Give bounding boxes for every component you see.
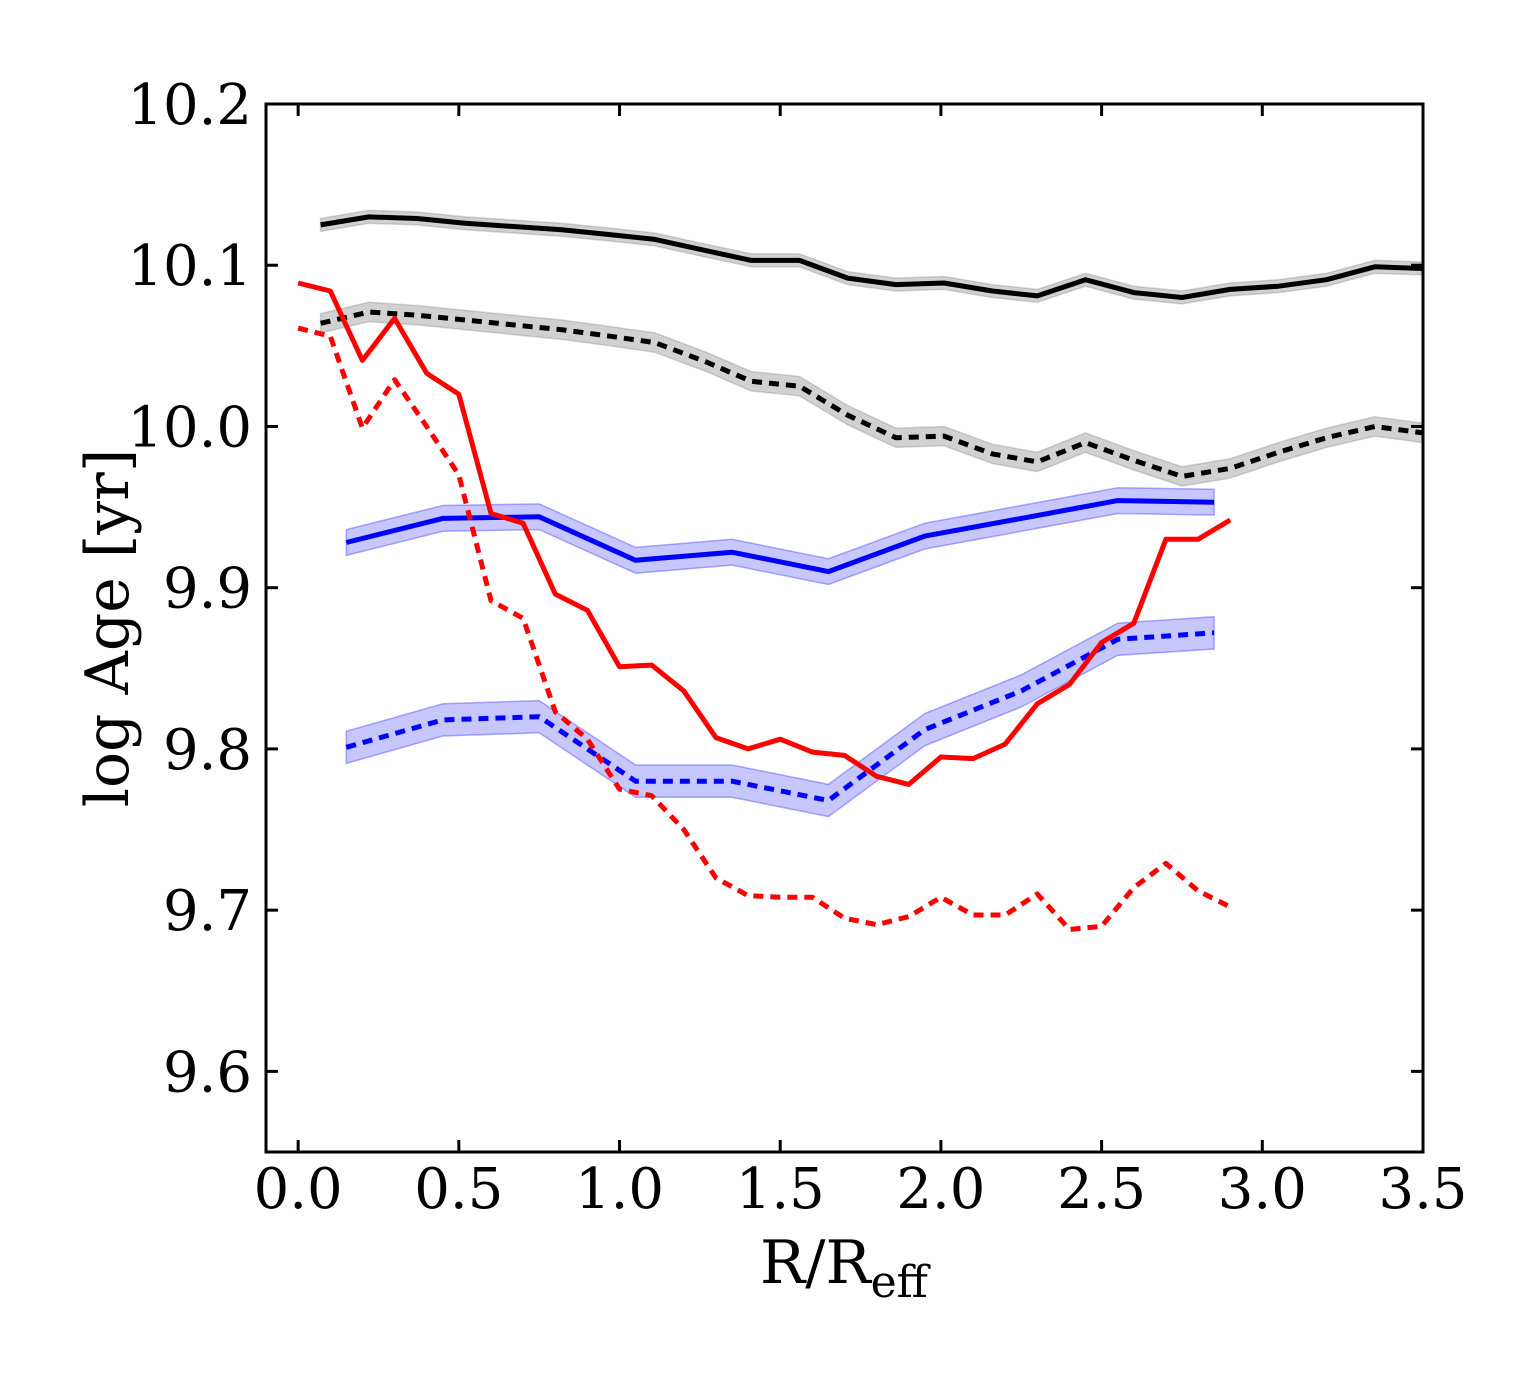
- x-axis-label-subscript: eff: [871, 1257, 931, 1308]
- x-tick-label: 0.5: [414, 1157, 503, 1222]
- black-solid-line: [320, 214, 1424, 300]
- blue-dotted-line: [345, 630, 1215, 803]
- y-tick-label: 10.0: [127, 395, 252, 460]
- blue-solid-line: [345, 498, 1215, 575]
- x-tick-label: 2.0: [896, 1157, 985, 1222]
- x-tick-label: 0.0: [254, 1157, 343, 1222]
- y-axis-ticks: 9.6 9.7 9.8 9.9 10.0 10.1 10.2: [127, 73, 1423, 1105]
- x-axis-label: R/Reff: [760, 1228, 931, 1308]
- x-tick-label: 2.5: [1057, 1157, 1146, 1222]
- y-tick-label: 10.1: [127, 234, 252, 299]
- y-tick-label: 9.9: [163, 557, 252, 622]
- plot-frame: [264, 102, 1425, 1154]
- y-tick-label: 9.8: [163, 718, 252, 783]
- black-dotted-line: [320, 309, 1424, 479]
- x-tick-label: 3.0: [1218, 1157, 1307, 1222]
- blue-solid-band: [345, 486, 1215, 586]
- x-tick-label: 1.5: [736, 1157, 825, 1222]
- y-tick-label: 9.6: [163, 1040, 252, 1105]
- x-tick-label: 1.0: [575, 1157, 664, 1222]
- red-solid-line: [297, 280, 1232, 787]
- y-axis-label: log Age [yr]: [73, 449, 143, 808]
- x-tick-label: 3.5: [1378, 1157, 1467, 1222]
- x-axis-label-main: R/R: [760, 1228, 872, 1298]
- x-axis-ticks: 0.0 0.5 1.0 1.5 2.0 2.5 3.0 3.5: [254, 104, 1468, 1222]
- series-lines: [297, 214, 1424, 932]
- red-dotted-line: [297, 325, 1232, 932]
- y-tick-label: 9.7: [163, 879, 252, 944]
- y-tick-label: 10.2: [127, 73, 252, 138]
